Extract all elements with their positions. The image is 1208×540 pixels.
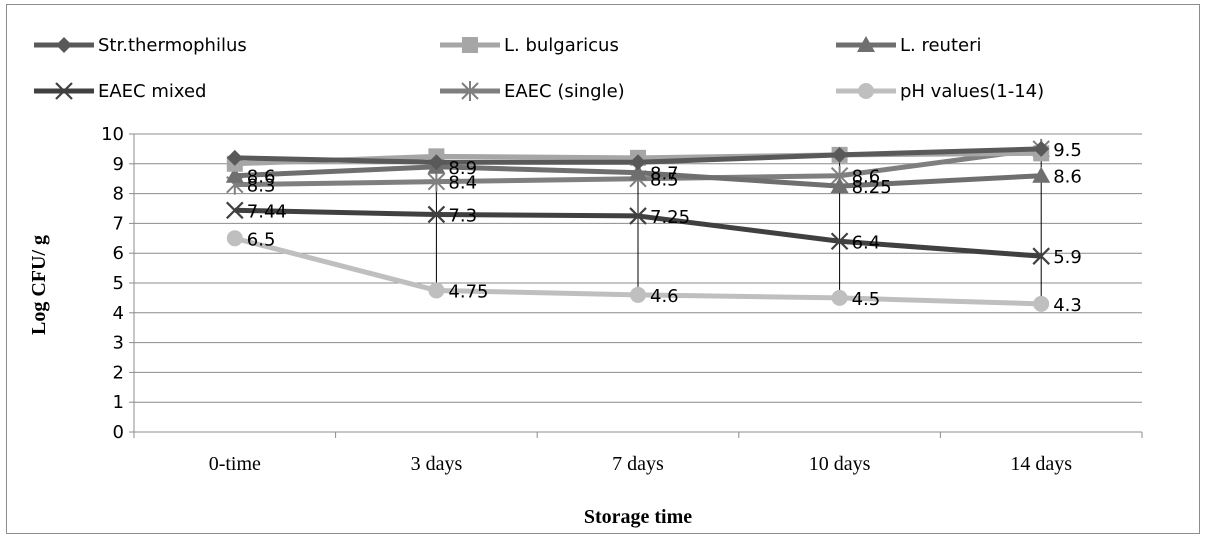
legend-label: pH values(1-14) bbox=[900, 81, 1044, 102]
legend-item: EAEC (single) bbox=[440, 81, 625, 102]
x-tick-label: 14 days bbox=[1010, 453, 1072, 475]
legend-item: Str.thermophilus bbox=[34, 35, 247, 56]
y-axis-title: Log CFU/ g bbox=[28, 235, 50, 335]
data-point bbox=[1033, 140, 1050, 157]
legend-item: L. reuteri bbox=[836, 35, 982, 56]
data-label: 8.3 bbox=[247, 176, 276, 197]
data-point bbox=[428, 282, 445, 299]
data-label: 8.25 bbox=[852, 177, 892, 198]
data-point bbox=[831, 289, 848, 306]
data-label: 9.5 bbox=[1053, 140, 1082, 161]
series-eaec-mixed bbox=[226, 201, 1050, 265]
data-point bbox=[427, 171, 446, 192]
legend-label: L. bulgaricus bbox=[504, 35, 619, 56]
legend-marker bbox=[857, 36, 875, 52]
x-tick-label: 0-time bbox=[209, 453, 261, 475]
series-l-reuteri bbox=[225, 157, 1051, 194]
y-tick-label: 8 bbox=[113, 184, 124, 205]
legend-marker bbox=[858, 83, 874, 99]
data-point bbox=[1032, 166, 1051, 183]
data-label: 6.5 bbox=[247, 229, 276, 250]
y-tick-label: 4 bbox=[113, 303, 124, 324]
series-lines bbox=[225, 138, 1051, 312]
y-tick-label: 0 bbox=[113, 422, 124, 443]
y-tick-label: 9 bbox=[113, 154, 124, 175]
legend-label: EAEC (single) bbox=[504, 81, 625, 102]
data-label: 7.25 bbox=[650, 207, 690, 228]
data-label: 8.5 bbox=[650, 170, 679, 191]
data-label: 8.4 bbox=[448, 173, 477, 194]
data-point bbox=[226, 149, 243, 166]
legend: Str.thermophilus L. bulgaricus L. reuteri E… bbox=[34, 35, 1044, 102]
chart-frame bbox=[6, 4, 1200, 534]
data-point bbox=[427, 205, 446, 224]
data-label: 4.6 bbox=[650, 286, 679, 307]
data-point bbox=[1033, 295, 1050, 312]
data-point bbox=[629, 207, 647, 225]
data-label: 8.6 bbox=[247, 167, 276, 188]
data-label: 8.6 bbox=[852, 167, 881, 188]
x-tick-label: 3 days bbox=[411, 453, 463, 475]
legend-item: pH values(1-14) bbox=[836, 81, 1044, 102]
legend-label: EAEC mixed bbox=[98, 81, 206, 102]
y-tick-label: 3 bbox=[113, 333, 124, 354]
data-label: 4.5 bbox=[852, 289, 881, 310]
data-point bbox=[226, 230, 243, 247]
data-label: 5.9 bbox=[1053, 247, 1082, 268]
legend-item: EAEC mixed bbox=[34, 81, 206, 102]
data-labels: 8.6 8.9 8.78.25 8.67.44 7.3 7.256.45.98.3 8.4 8… bbox=[247, 140, 1082, 316]
y-tick-label: 7 bbox=[113, 213, 124, 234]
data-point bbox=[630, 286, 646, 303]
data-point bbox=[630, 154, 646, 171]
data-point bbox=[226, 201, 244, 220]
data-point bbox=[830, 177, 849, 194]
y-tick-label: 2 bbox=[113, 362, 124, 383]
series-str-thermophilus bbox=[226, 140, 1050, 171]
data-label: 4.3 bbox=[1053, 295, 1082, 316]
series-ph-values-1-14 bbox=[226, 230, 1050, 312]
data-point bbox=[629, 163, 647, 180]
legend-marker bbox=[56, 37, 72, 53]
data-label: 7.44 bbox=[247, 201, 287, 222]
legend-label: L. reuteri bbox=[900, 35, 982, 56]
legend-marker bbox=[55, 82, 73, 100]
legend-marker bbox=[462, 37, 478, 53]
y-tick-label: 5 bbox=[113, 273, 124, 294]
data-point bbox=[831, 146, 848, 163]
y-tick-label: 6 bbox=[113, 243, 124, 264]
legend-label: Str.thermophilus bbox=[98, 35, 247, 56]
data-point bbox=[225, 166, 244, 183]
axes: 0 1 2 3 4 5 6 7 8 9 10 0-time 3 days 7 days 10 days 14 … bbox=[101, 124, 1143, 475]
data-point bbox=[428, 154, 445, 171]
x-tick-label: 7 days bbox=[612, 453, 664, 475]
data-point bbox=[830, 232, 849, 251]
data-label: 8.9 bbox=[448, 158, 477, 179]
data-label: 8.7 bbox=[650, 164, 679, 185]
y-tick-label: 10 bbox=[101, 124, 124, 145]
data-point bbox=[1032, 247, 1050, 265]
data-label: 7.3 bbox=[448, 205, 477, 226]
x-axis-title: Storage time bbox=[584, 506, 692, 528]
legend-item: L. bulgaricus bbox=[440, 35, 619, 56]
x-tick-label: 10 days bbox=[809, 453, 871, 475]
data-label: 4.75 bbox=[448, 281, 488, 302]
y-tick-label: 1 bbox=[113, 392, 124, 413]
legend-marker bbox=[461, 81, 479, 101]
data-label: 6.4 bbox=[852, 232, 881, 253]
data-label: 8.6 bbox=[1053, 167, 1082, 188]
